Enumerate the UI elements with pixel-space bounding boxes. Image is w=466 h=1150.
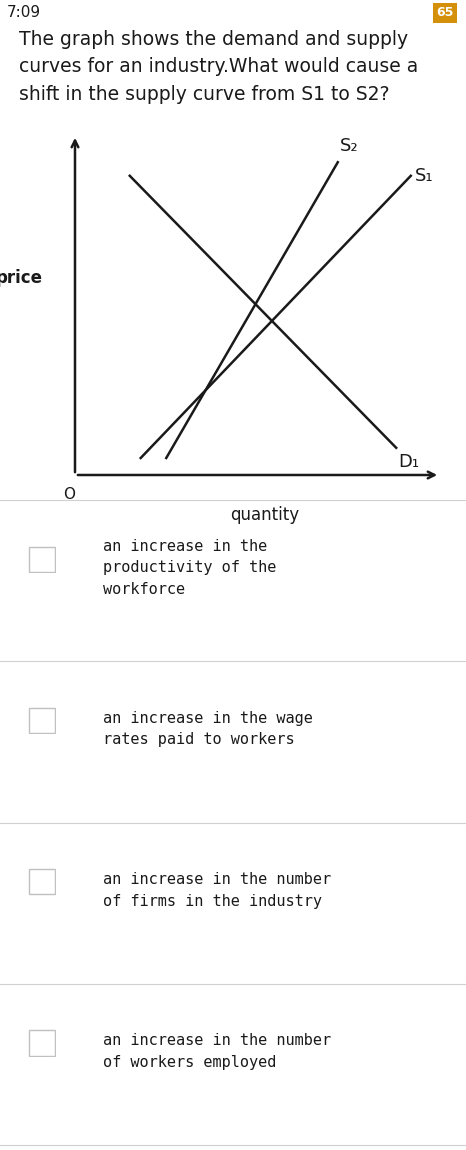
Text: O: O [63, 486, 75, 501]
Text: 7:09: 7:09 [7, 5, 41, 20]
Text: an increase in the number
of firms in the industry: an increase in the number of firms in th… [103, 872, 331, 909]
FancyBboxPatch shape [29, 869, 55, 895]
Text: price: price [0, 269, 42, 286]
Text: 65: 65 [436, 6, 454, 20]
Text: D₁: D₁ [398, 453, 419, 470]
FancyBboxPatch shape [29, 707, 55, 733]
Text: S₂: S₂ [340, 137, 358, 155]
Text: quantity: quantity [230, 506, 299, 523]
Text: an increase in the number
of workers employed: an increase in the number of workers emp… [103, 1033, 331, 1070]
FancyBboxPatch shape [29, 1030, 55, 1056]
FancyBboxPatch shape [29, 546, 55, 572]
Text: an increase in the
productivity of the
workforce: an increase in the productivity of the w… [103, 538, 276, 597]
Text: The graph shows the demand and supply
curves for an industry.What would cause a
: The graph shows the demand and supply cu… [19, 30, 418, 104]
Text: an increase in the wage
rates paid to workers: an increase in the wage rates paid to wo… [103, 711, 312, 748]
Text: S₁: S₁ [414, 167, 433, 185]
